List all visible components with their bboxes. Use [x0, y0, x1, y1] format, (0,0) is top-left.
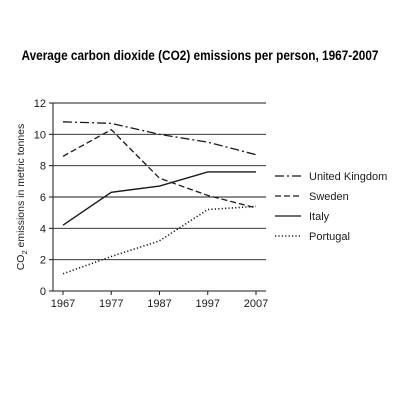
legend-label-united-kingdom: United Kingdom [309, 171, 387, 183]
chart-title: Average carbon dioxide (CO2) emissions p… [22, 47, 379, 63]
grid-lines [53, 102, 266, 261]
y-axis-label-prefix: CO [15, 255, 27, 271]
series-line-sweden [62, 128, 257, 209]
legend-label-italy: Italy [309, 211, 330, 223]
x-tick-label-1987: 1987 [147, 298, 171, 310]
y-tick-label-10: 10 [34, 129, 46, 141]
y-tick-label-6: 6 [40, 192, 46, 204]
y-tick-label-12: 12 [34, 98, 46, 110]
y-axis-label-subscript: 2 [20, 250, 29, 254]
x-tick-label-1967: 1967 [51, 298, 75, 310]
series-lines [62, 121, 257, 275]
y-tick-label-0: 0 [40, 286, 46, 298]
y-tick-label-4: 4 [40, 223, 46, 235]
series-line-portugal [62, 205, 257, 275]
y-tick-label-8: 8 [40, 161, 46, 173]
y-axis-label-suffix: emissions in metric tonnes [15, 124, 27, 251]
x-tick-label-1977: 1977 [99, 298, 123, 310]
legend-label-portugal: Portugal [309, 231, 350, 243]
series-line-united-kingdom [62, 121, 257, 156]
x-tick-label-1997: 1997 [196, 298, 220, 310]
series-line-italy [62, 171, 256, 226]
y-tick-label-2: 2 [40, 255, 46, 267]
y-axis-label: CO2 emissions in metric tonnes [15, 124, 29, 271]
tick-labels: 0 2 4 6 8 10 12 1967 1977 1987 1997 2007 [34, 98, 268, 310]
legend-label-sweden: Sweden [309, 191, 349, 203]
x-tick-label-2007: 2007 [244, 298, 268, 310]
legend: United Kingdom Sweden Italy Portugal [275, 171, 387, 243]
